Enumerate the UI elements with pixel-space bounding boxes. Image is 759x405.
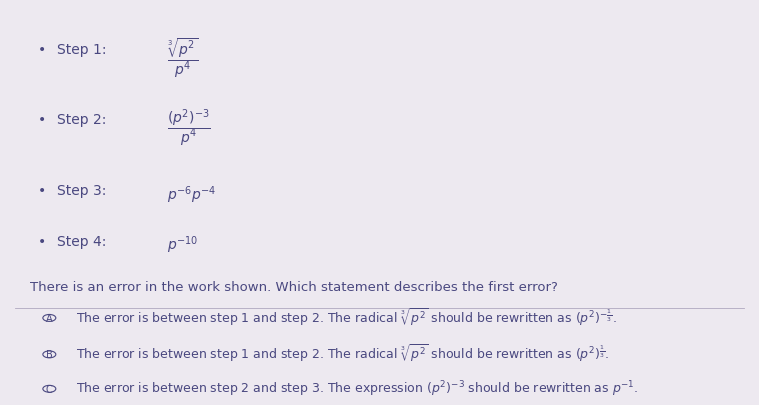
Text: The error is between step 1 and step 2. The radical $\sqrt[3]{p^2}$ should be re: The error is between step 1 and step 2. …: [76, 307, 616, 329]
Text: Step 4:: Step 4:: [57, 235, 106, 249]
Text: The error is between step 1 and step 2. The radical $\sqrt[3]{p^2}$ should be re: The error is between step 1 and step 2. …: [76, 343, 609, 365]
Text: •: •: [38, 43, 46, 57]
Text: $\dfrac{(p^2)^{-3}}{p^4}$: $\dfrac{(p^2)^{-3}}{p^4}$: [167, 107, 211, 149]
Text: •: •: [38, 235, 46, 249]
Text: $\mathsf{B}$: $\mathsf{B}$: [46, 348, 53, 360]
Text: $\mathsf{A}$: $\mathsf{A}$: [45, 312, 54, 324]
Text: $\mathsf{C}$: $\mathsf{C}$: [46, 383, 53, 395]
Text: The error is between step 2 and step 3. The expression $(p^2)^{-3}$ should be re: The error is between step 2 and step 3. …: [76, 379, 638, 399]
Text: There is an error in the work shown. Which statement describes the first error?: There is an error in the work shown. Whi…: [30, 281, 558, 294]
Text: Step 1:: Step 1:: [57, 43, 106, 57]
Text: Step 2:: Step 2:: [57, 113, 106, 128]
Text: Step 3:: Step 3:: [57, 184, 106, 198]
Text: $p^{-6}p^{-4}$: $p^{-6}p^{-4}$: [167, 184, 216, 206]
Text: •: •: [38, 184, 46, 198]
Text: $p^{-10}$: $p^{-10}$: [167, 235, 198, 256]
Text: •: •: [38, 113, 46, 128]
Text: $\dfrac{\sqrt[3]{p^2}}{p^4}$: $\dfrac{\sqrt[3]{p^2}}{p^4}$: [167, 36, 198, 80]
